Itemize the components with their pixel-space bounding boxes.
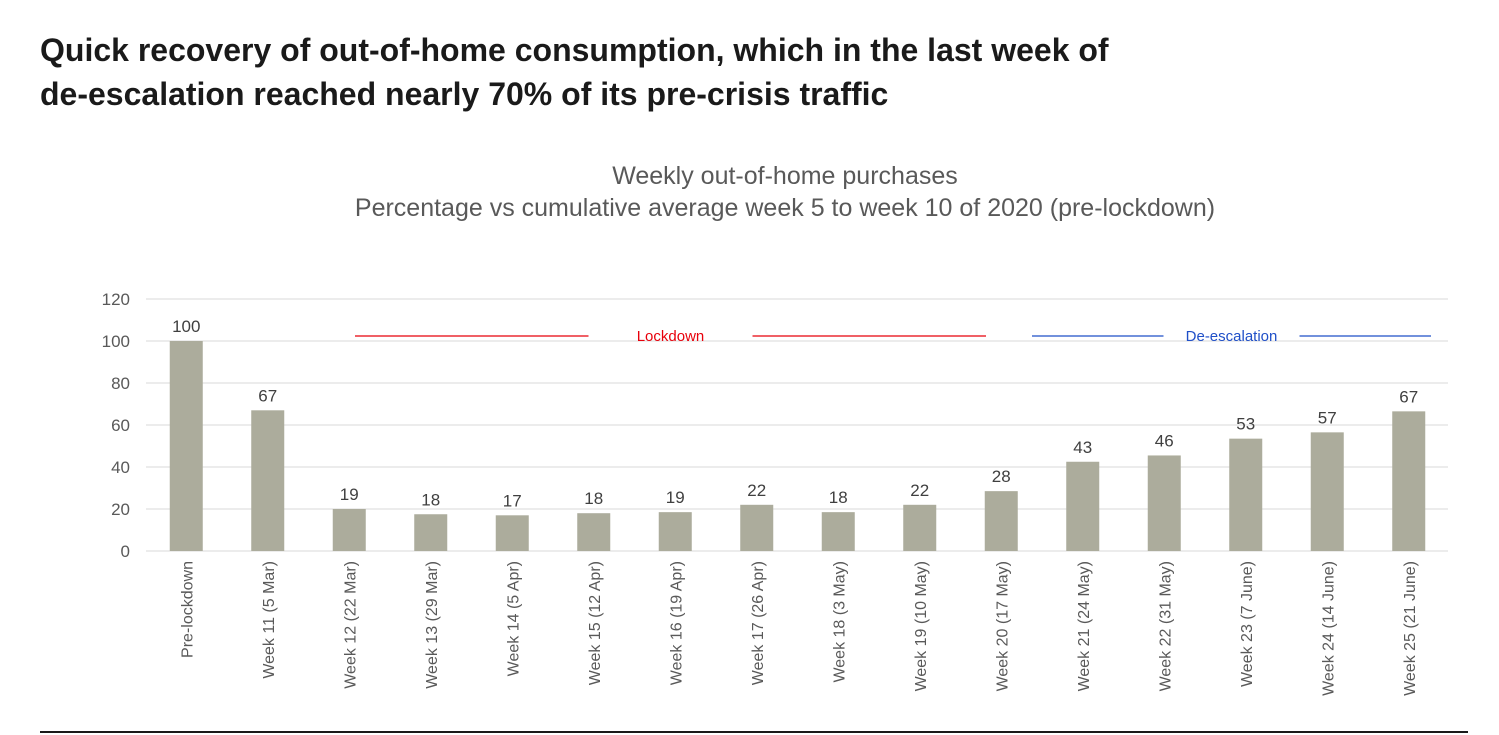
data-label: 28 (992, 467, 1011, 486)
data-label: 18 (421, 490, 440, 509)
bar (332, 509, 366, 551)
headline: Quick recovery of out-of-home consumptio… (40, 28, 1460, 116)
bars (169, 341, 1426, 551)
annotation-label: Lockdown (637, 328, 705, 345)
x-tick-label: Week 24 (14 June) (1320, 561, 1337, 696)
y-tick-label: 0 (121, 542, 130, 561)
data-label: 19 (666, 488, 685, 507)
data-label: 67 (1399, 387, 1418, 406)
y-tick-label: 80 (111, 374, 130, 393)
x-tick-label: Week 12 (22 Mar) (342, 561, 359, 689)
bar (1229, 438, 1263, 551)
bar (495, 515, 529, 551)
x-tick-label: Week 15 (12 Apr) (587, 561, 604, 685)
x-axis-ticks: Pre-lockdown Week 11 (5 Mar) Week 12 (22 M… (179, 561, 1419, 696)
bar (821, 512, 855, 551)
bar (251, 410, 285, 551)
data-labels: 100 67 19 18 17 18 19 22 18 22 28 43 46 53 57 67 (172, 317, 1418, 510)
data-label: 57 (1318, 408, 1337, 427)
x-tick-label: Week 11 (5 Mar) (261, 561, 278, 679)
y-tick-label: 40 (111, 458, 130, 477)
data-label: 46 (1155, 431, 1174, 450)
bar (658, 512, 692, 551)
y-tick-label: 100 (102, 332, 130, 351)
headline-line-2: de-escalation reached nearly 70% of its … (40, 76, 889, 112)
x-tick-label: Week 13 (29 Mar) (424, 561, 441, 689)
data-label: 22 (747, 481, 766, 500)
bar (1147, 455, 1181, 551)
y-axis-ticks: 0 20 40 60 80 100 120 (102, 290, 130, 561)
bar (1310, 432, 1344, 551)
bar (169, 341, 203, 551)
bar (984, 491, 1018, 551)
annotation-label: De-escalation (1186, 328, 1278, 345)
x-tick-label: Pre-lockdown (179, 561, 196, 658)
bar (903, 504, 937, 551)
y-tick-label: 20 (111, 500, 130, 519)
headline-line-1: Quick recovery of out-of-home consumptio… (40, 32, 1109, 68)
x-tick-label: Week 19 (10 May) (913, 561, 930, 691)
data-label: 19 (340, 485, 359, 504)
bar (740, 504, 774, 551)
data-label: 100 (172, 317, 200, 336)
x-tick-label: Week 16 (19 Apr) (668, 561, 685, 685)
x-tick-label: Week 25 (21 June) (1402, 561, 1419, 696)
x-tick-label: Week 22 (31 May) (1157, 561, 1174, 691)
data-label: 18 (584, 489, 603, 508)
data-label: 53 (1236, 415, 1255, 434)
period-annotations: Lockdown De-escalation (355, 328, 1431, 345)
chart-subtitle: Percentage vs cumulative average week 5 … (354, 194, 1216, 222)
data-label: 22 (910, 481, 929, 500)
data-label: 17 (503, 491, 522, 510)
data-label: 18 (829, 488, 848, 507)
x-tick-label: Week 14 (5 Apr) (505, 561, 522, 676)
x-tick-label: Week 20 (17 May) (994, 561, 1011, 691)
data-label: 67 (258, 386, 277, 405)
bar (1066, 461, 1100, 551)
bar (577, 513, 611, 551)
bottom-rule (40, 731, 1468, 733)
data-label: 43 (1073, 438, 1092, 457)
y-tick-label: 60 (111, 416, 130, 435)
bar (1392, 411, 1426, 551)
y-tick-label: 120 (102, 290, 130, 309)
x-tick-label: Week 21 (24 May) (1076, 561, 1093, 691)
x-tick-label: Week 18 (3 May) (831, 561, 848, 683)
x-tick-label: Week 17 (26 Apr) (750, 561, 767, 685)
bar (414, 514, 448, 551)
x-tick-label: Week 23 (7 June) (1239, 561, 1256, 687)
chart-title: Weekly out-of-home purchases (612, 162, 958, 190)
